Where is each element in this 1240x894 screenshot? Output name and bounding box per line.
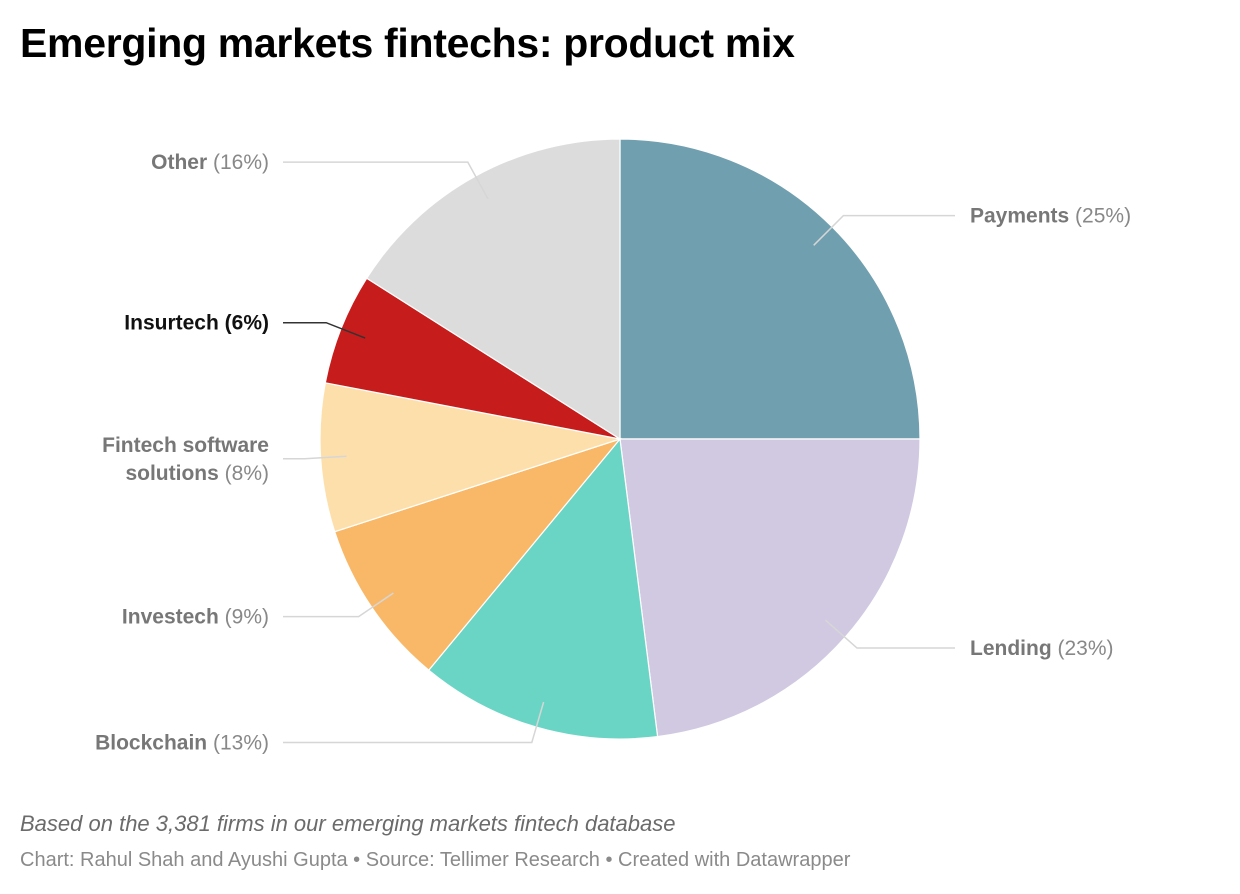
chart-credits: Chart: Rahul Shah and Ayushi Gupta • Sou…: [20, 849, 851, 871]
pie-slice-payments: [619, 138, 921, 440]
leader-line-insurtech: [283, 321, 366, 339]
slice-label-lending: Lending (23%): [970, 637, 1114, 660]
slice-label-payments: Payments (25%): [970, 205, 1131, 228]
pie-slices: [319, 138, 921, 740]
chart-title: Emerging markets fintechs: product mix: [20, 20, 795, 66]
leader-line-blockchain: [283, 701, 545, 744]
slice-label-other: Other (16%): [151, 151, 269, 174]
slice-label-insurtech: Insurtech (6%): [124, 312, 269, 335]
leader-line-fintech-software-solutions: [283, 455, 347, 460]
chart-note: Based on the 3,381 firms in our emerging…: [20, 811, 676, 836]
slice-label-blockchain: Blockchain (13%): [95, 732, 269, 755]
leader-line-payments: [813, 214, 955, 246]
pie-slice-lending: [619, 438, 921, 738]
leader-line-other: [283, 161, 489, 200]
slice-label-investech: Investech (9%): [122, 606, 269, 629]
leader-line-lending: [825, 619, 955, 649]
slice-label-fintech-software-solutions: Fintech software solutions (8%): [102, 434, 269, 485]
leader-line-investech: [283, 592, 394, 618]
slice-labels: Payments (25%) Lending (23%) Blockchain (1…: [95, 151, 1131, 754]
